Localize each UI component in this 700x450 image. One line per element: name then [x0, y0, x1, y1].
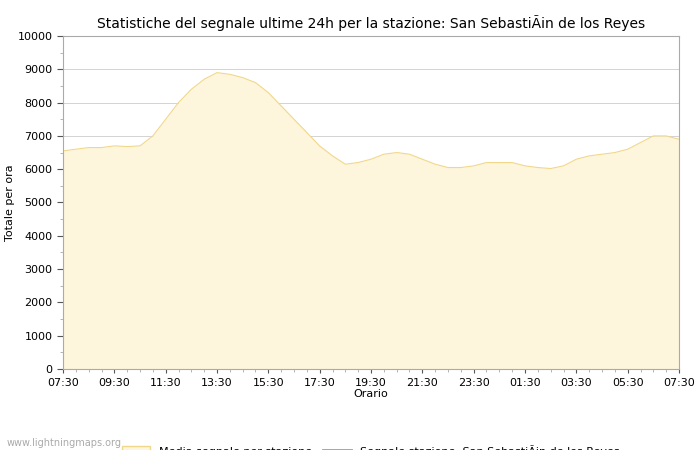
Title: Statistiche del segnale ultime 24h per la stazione: San SebastiÃin de los Reyes: Statistiche del segnale ultime 24h per l…	[97, 15, 645, 31]
Y-axis label: Totale per ora: Totale per ora	[5, 164, 15, 241]
Text: www.lightningmaps.org: www.lightningmaps.org	[7, 438, 122, 448]
Legend: Media segnale per stazione, Segnale stazione: San SebastiÃin de los Reyes: Media segnale per stazione, Segnale staz…	[122, 445, 620, 450]
X-axis label: Orario: Orario	[354, 389, 388, 400]
